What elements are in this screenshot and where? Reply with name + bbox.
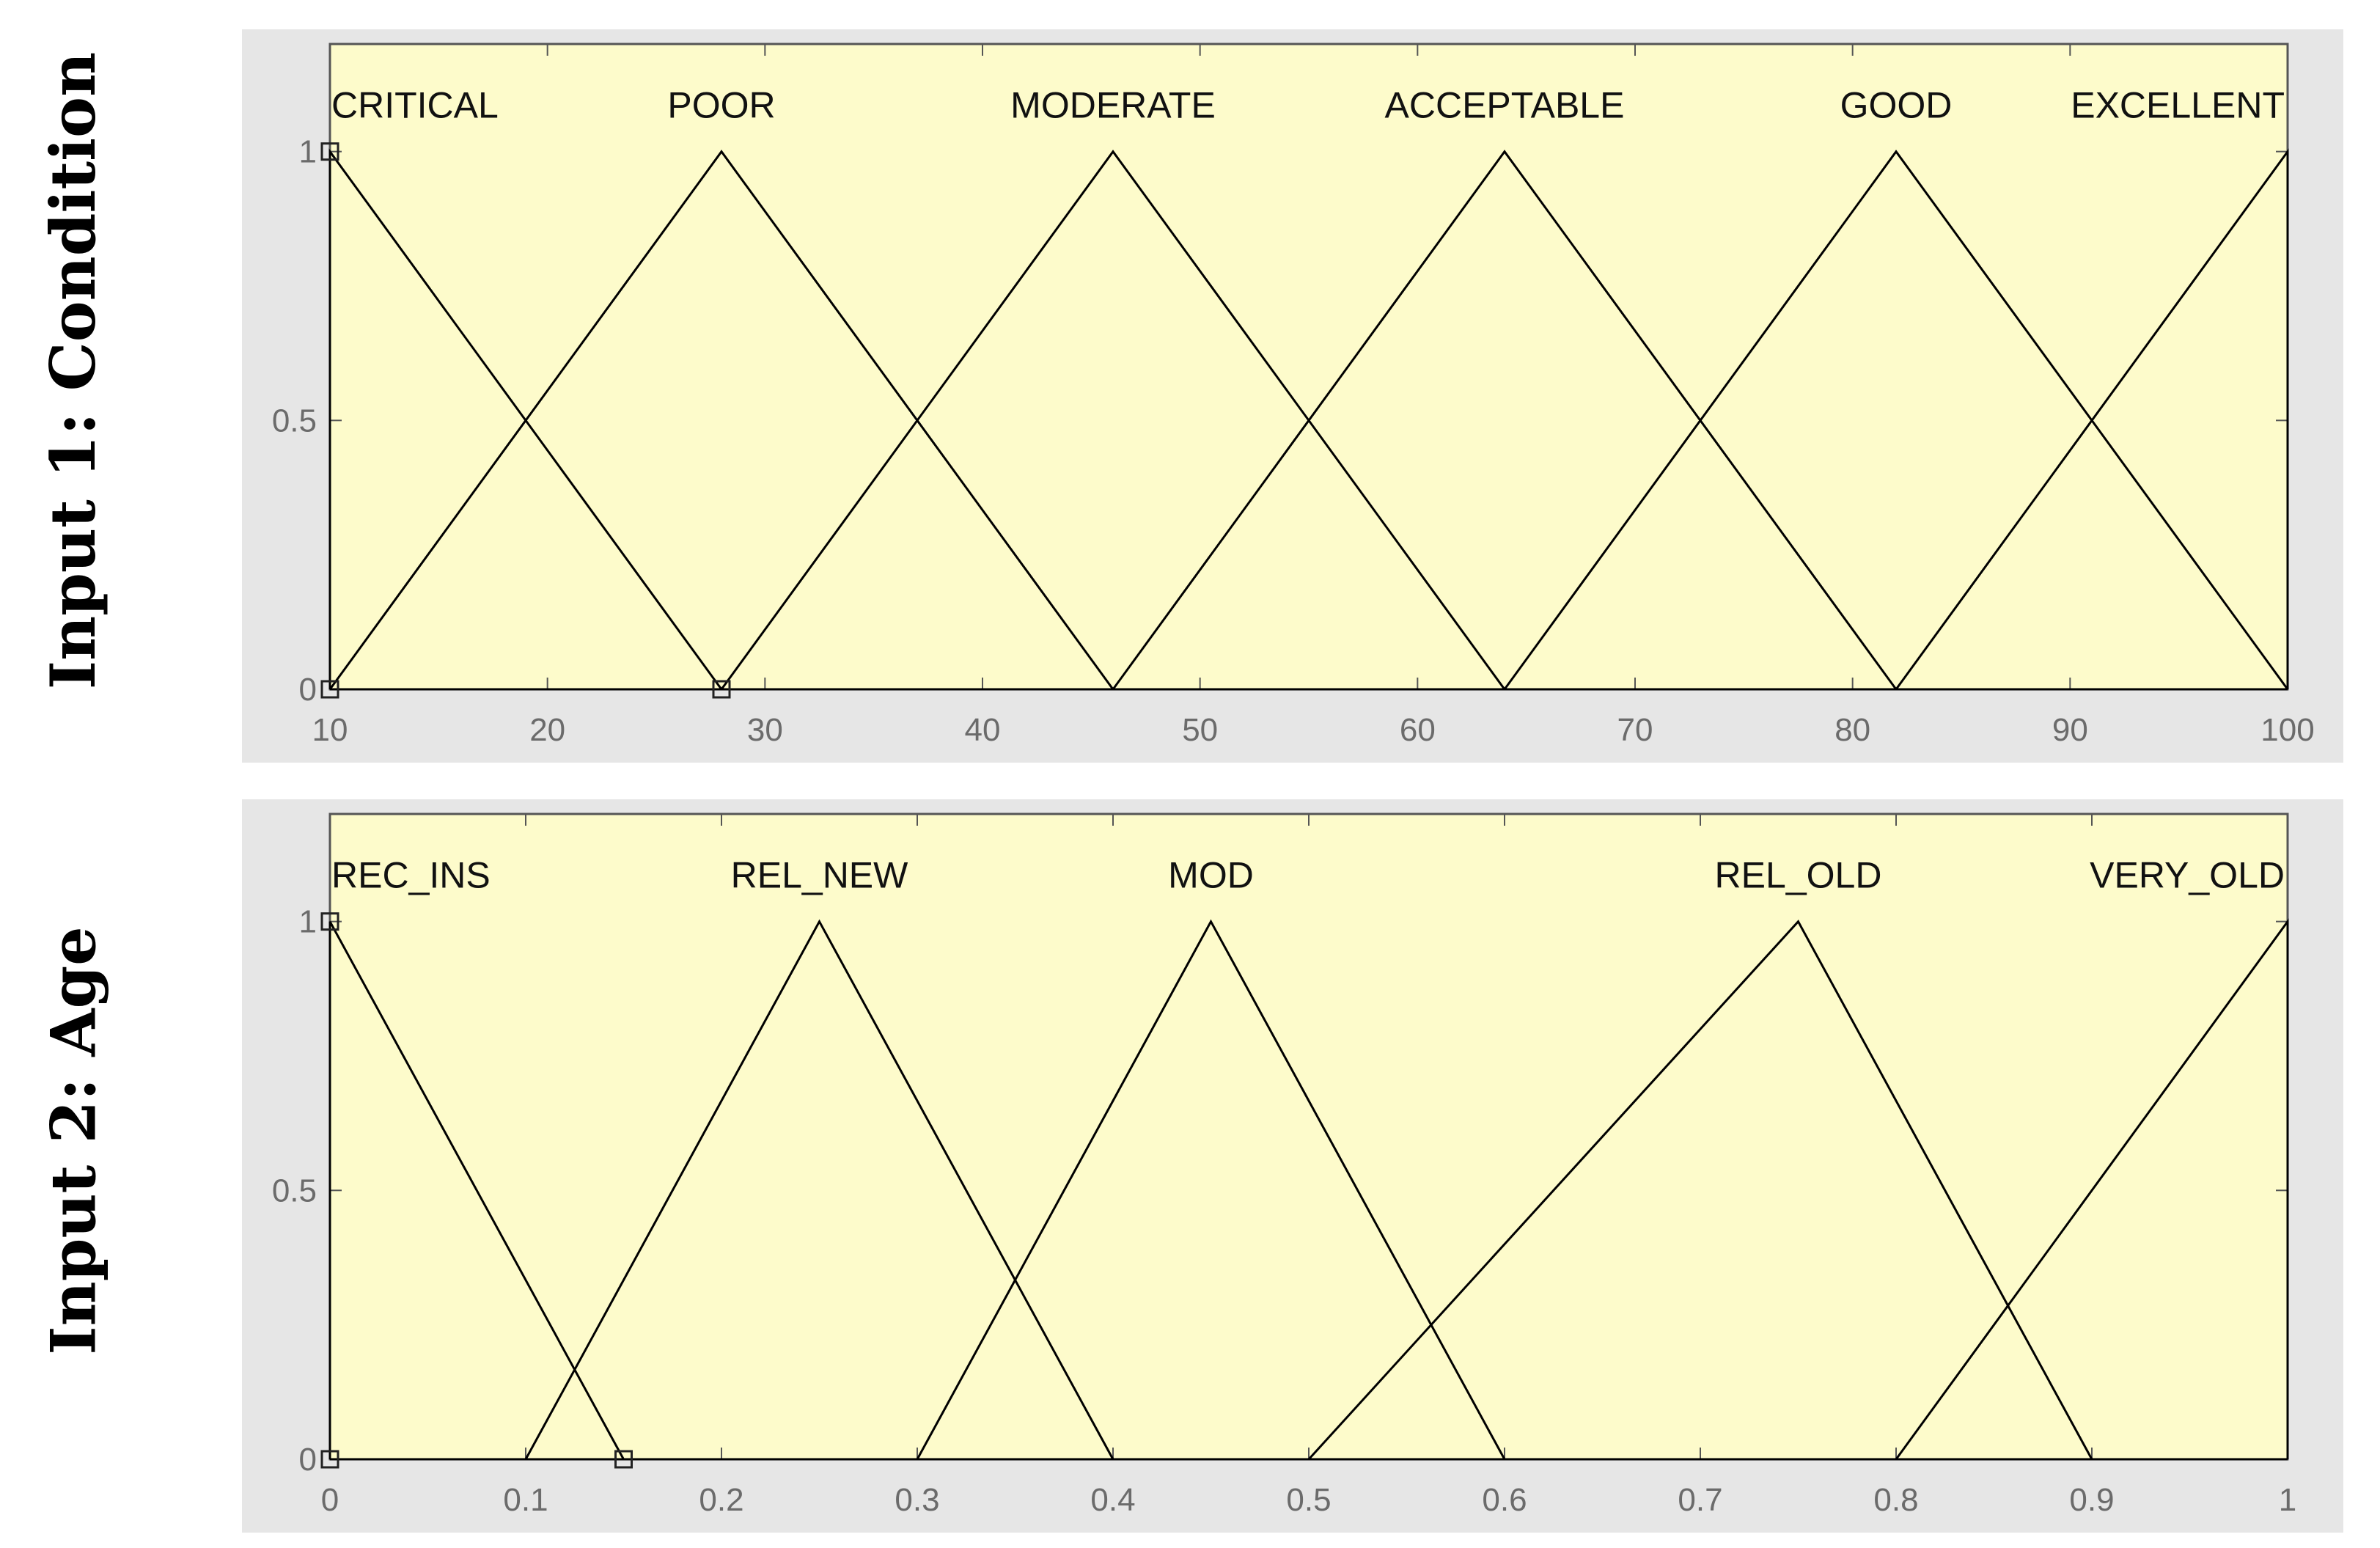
chart1-y-tick-label: 1 — [299, 134, 317, 170]
chart1-x-tick-label: 30 — [747, 712, 783, 748]
chart2-x-tick-label: 0.7 — [1678, 1482, 1722, 1518]
chart2-vertex-marker — [614, 1450, 633, 1469]
chart2-y-tick-label: 0.5 — [272, 1173, 317, 1208]
chart1-x-tick-label: 100 — [2260, 712, 2314, 748]
chart1-label-good: GOOD — [1840, 85, 1953, 126]
chart2-y-tick-label: 0 — [299, 1442, 317, 1478]
chart2-series-very-old — [1895, 918, 2289, 1460]
chart1-series-moderate — [720, 150, 1506, 690]
chart2-label-mod: MOD — [1168, 855, 1254, 896]
chart1-label-moderate: MODERATE — [1010, 85, 1216, 126]
chart1-series-excellent — [1895, 148, 2289, 690]
chart1-series-poor — [328, 150, 1114, 690]
chart2-x-tick-label: 0.8 — [1873, 1482, 1918, 1518]
chart1-label-excellent: EXCELLENT — [2071, 85, 2285, 126]
chart2-x-tick-label: 0.1 — [503, 1482, 548, 1518]
chart1-series-good — [1503, 150, 2289, 690]
chart1-vertex-marker — [320, 142, 339, 161]
chart2-plot-area — [328, 812, 2289, 1461]
chart2-vertex-marker — [320, 912, 339, 931]
chart2-series-mod — [916, 919, 1506, 1460]
chart2-label-rel-old: REL_OLD — [1715, 855, 1882, 896]
chart2-x-tick-label: 0.4 — [1090, 1482, 1135, 1518]
chart1-series-critical — [328, 148, 723, 690]
chart1-label-acceptable: ACCEPTABLE — [1385, 85, 1625, 126]
chart2-x-tick-label: 0.3 — [895, 1482, 939, 1518]
chart2-x-tick-label: 0.9 — [2069, 1482, 2114, 1518]
chart2-label-rel-new: REL_NEW — [731, 855, 909, 896]
chart2-x-tick-label: 1 — [2279, 1482, 2296, 1518]
chart1-y-tick-label: 0 — [299, 672, 317, 708]
chart1-ylabel: Input 1: Condition — [37, 51, 110, 689]
chart1-panel: 10 20 30 40 50 60 70 80 90 100 0 0.5 1 CRITICAL POOR MO… — [242, 29, 2343, 763]
chart2-ylabel-wrap: Input 2: Age — [0, 770, 147, 1511]
chart2-x-tick-label: 0 — [321, 1482, 339, 1518]
chart2-label-very-old: VERY_OLD — [2090, 855, 2285, 896]
chart2-x-tick-label: 0.6 — [1482, 1482, 1527, 1518]
chart1-ylabel-wrap: Input 1: Condition — [0, 0, 147, 741]
chart1-plot-area — [328, 43, 2289, 691]
chart1-y-tick-label: 0.5 — [272, 403, 317, 439]
chart2-x-tick-label: 0.2 — [699, 1482, 743, 1518]
chart1-svg: 10 20 30 40 50 60 70 80 90 100 0 0.5 1 CRITICAL POOR MO… — [242, 29, 2343, 763]
chart2-ylabel: Input 2: Age — [37, 925, 110, 1355]
chart1-series-acceptable — [1112, 150, 1898, 690]
chart1-x-tick-label: 40 — [965, 712, 1001, 748]
chart2-svg: 0 0.1 0.2 0.3 0.4 0.5 0.6 0.7 0.8 0.9 1 0 0.5 1 REC_IN… — [242, 799, 2343, 1533]
chart2-panel: 0 0.1 0.2 0.3 0.4 0.5 0.6 0.7 0.8 0.9 1 0 0.5 1 REC_IN… — [242, 799, 2343, 1533]
chart2-series-rel-old — [1307, 920, 2093, 1461]
chart1-label-critical: CRITICAL — [331, 85, 499, 126]
chart1-x-tick-label: 80 — [1834, 712, 1870, 748]
chart1-x-tick-label: 70 — [1617, 712, 1653, 748]
chart1-x-tick-label: 60 — [1400, 712, 1436, 748]
chart1-vertex-marker — [712, 680, 731, 699]
chart2-series-rec-ins — [328, 920, 625, 1460]
chart2-label-rec-ins: REC_INS — [331, 855, 491, 896]
chart1-vertex-marker — [320, 680, 339, 699]
chart1-x-tick-label: 90 — [2052, 712, 2088, 748]
chart2-x-tick-label: 0.5 — [1286, 1482, 1331, 1518]
chart1-x-tick-label: 50 — [1182, 712, 1218, 748]
chart1-label-poor: POOR — [667, 85, 775, 126]
chart2-vertex-marker — [320, 1450, 339, 1469]
chart2-y-tick-label: 1 — [299, 904, 317, 940]
chart1-x-tick-label: 10 — [312, 712, 348, 748]
chart1-x-tick-label: 20 — [529, 712, 565, 748]
